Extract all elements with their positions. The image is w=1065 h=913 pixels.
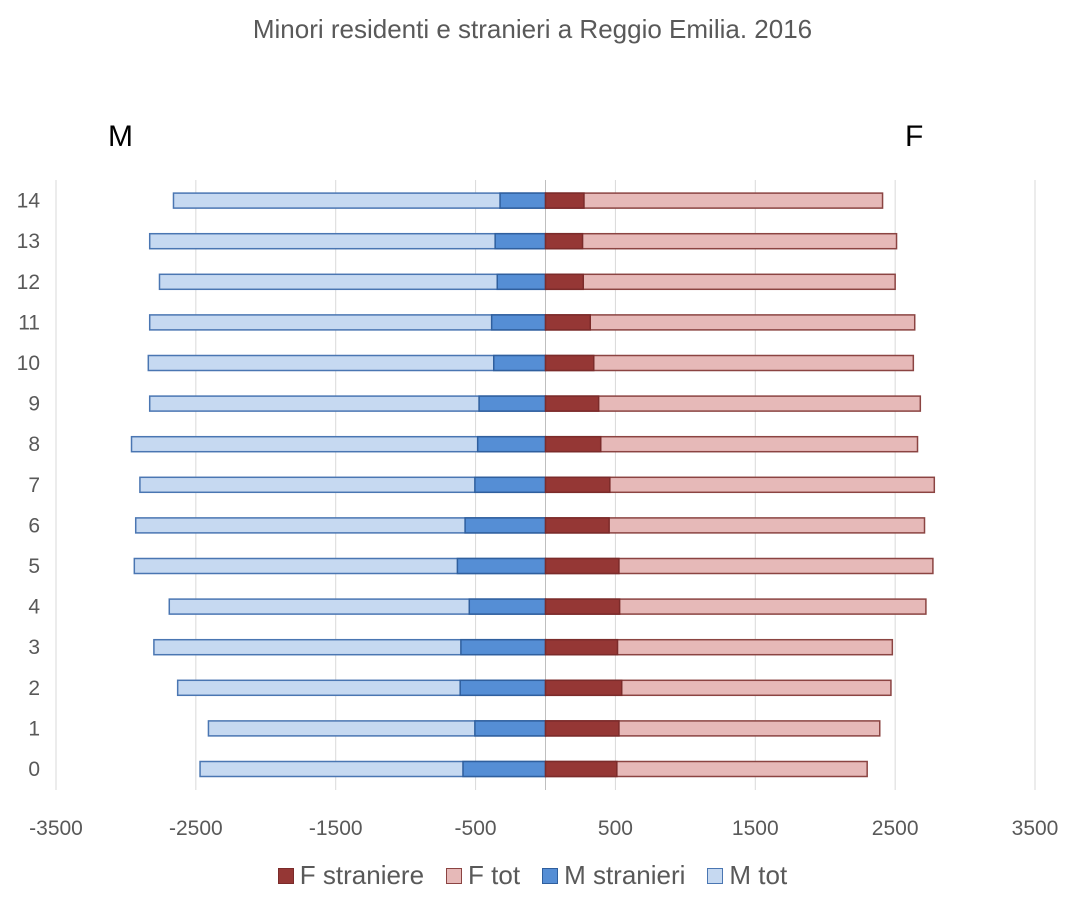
x-axis-labels: -3500 -2500 -1500 -500 500 1500 2500 3500 (29, 817, 1058, 840)
bar-f-straniere-6 (544, 517, 610, 534)
legend-label: F tot (468, 860, 521, 890)
legend-item-m-tot: M tot (707, 860, 787, 891)
y-tick-label: 12 (17, 271, 40, 294)
bar-m-tot-12 (158, 273, 547, 291)
y-tick-label: 10 (17, 352, 40, 375)
bar-m-tot-11 (148, 314, 547, 331)
bar-m-stranieri-6 (464, 517, 547, 534)
legend-swatch (542, 867, 559, 884)
y-tick-label: 7 (28, 474, 40, 497)
y-tick-label: 2 (28, 677, 40, 700)
bar-f-tot-13 (544, 232, 898, 250)
bar-f-straniere-9 (544, 395, 600, 412)
bar-m-stranieri-10 (493, 354, 547, 372)
bar-m-tot-10 (147, 354, 547, 372)
x-tick-label: 1500 (732, 817, 779, 840)
legend-swatch (446, 867, 463, 884)
bar-m-stranieri-7 (474, 476, 547, 494)
chart-title: Minori residenti e stranieri a Reggio Em… (252, 14, 813, 44)
bar-f-straniere-14 (544, 192, 585, 209)
bar-m-tot-14 (172, 192, 547, 209)
bar-f-straniere-11 (544, 314, 592, 331)
bar-f-straniere-7 (544, 476, 611, 494)
y-tick-label: 3 (28, 636, 40, 659)
bar-m-stranieri-0 (462, 760, 547, 778)
bar-m-stranieri-11 (490, 314, 547, 331)
bar-f-tot-11 (544, 314, 916, 331)
bar-m-stranieri-5 (456, 557, 547, 575)
bar-f-straniere-1 (544, 720, 620, 737)
bar-m-stranieri-14 (499, 192, 547, 209)
bar-m-stranieri-4 (468, 598, 547, 615)
y-tick-label: 11 (18, 311, 40, 334)
legend-item-f-tot: F tot (446, 860, 520, 891)
bar-f-straniere-0 (544, 760, 618, 778)
bar-f-straniere-3 (544, 638, 619, 656)
bar-f-straniere-2 (544, 679, 623, 697)
x-tick-label: 3500 (1012, 817, 1059, 840)
bar-f-straniere-8 (544, 435, 602, 453)
y-tick-label: 9 (28, 393, 40, 416)
y-tick-label: 5 (28, 555, 40, 578)
legend-swatch (707, 867, 724, 884)
bar-f-straniere-13 (544, 232, 584, 250)
legend-item-m-stranieri: M stranieri (542, 860, 685, 891)
legend-label: M stranieri (564, 860, 686, 890)
legend-item-f-straniere: F straniere (277, 860, 425, 891)
y-tick-label: 0 (28, 758, 40, 781)
bar-f-straniere-12 (544, 273, 585, 291)
bar-f-straniere-5 (544, 557, 620, 575)
bar-m-stranieri-8 (476, 435, 547, 453)
male-side-label: M (108, 120, 133, 153)
y-tick-label: 4 (28, 596, 40, 619)
y-tick-label: 8 (28, 433, 40, 456)
bar-f-straniere-4 (544, 598, 621, 615)
bar-m-stranieri-1 (474, 720, 547, 737)
bar-f-tot-12 (544, 273, 896, 291)
legend: F straniere F tot M stranieri M tot (0, 860, 1065, 891)
bar-m-stranieri-3 (460, 638, 547, 656)
y-tick-label: 13 (17, 230, 40, 253)
female-side-label: F (905, 120, 924, 153)
y-tick-label: 14 (17, 190, 41, 213)
x-tick-label: -3500 (29, 817, 83, 840)
bar-f-tot-14 (544, 192, 884, 209)
bars (130, 192, 936, 778)
bar-m-stranieri-12 (496, 273, 547, 291)
bar-m-stranieri-2 (459, 679, 547, 697)
legend-swatch (277, 867, 294, 884)
x-tick-label: -500 (455, 817, 497, 840)
bar-m-tot-13 (148, 232, 547, 250)
bar-m-stranieri-13 (494, 232, 547, 250)
x-tick-label: 2500 (872, 817, 919, 840)
bar-m-stranieri-9 (478, 395, 547, 412)
bar-f-straniere-10 (544, 354, 595, 372)
y-tick-label: 1 (28, 717, 40, 740)
y-tick-label: 6 (28, 514, 40, 537)
legend-label: M tot (729, 860, 788, 890)
legend-label: F straniere (299, 860, 425, 890)
x-tick-label: 500 (598, 817, 633, 840)
bar-f-tot-10 (544, 354, 915, 372)
bar-f-tot-9 (544, 395, 922, 412)
x-tick-label: -1500 (309, 817, 363, 840)
x-tick-label: -2500 (169, 817, 223, 840)
